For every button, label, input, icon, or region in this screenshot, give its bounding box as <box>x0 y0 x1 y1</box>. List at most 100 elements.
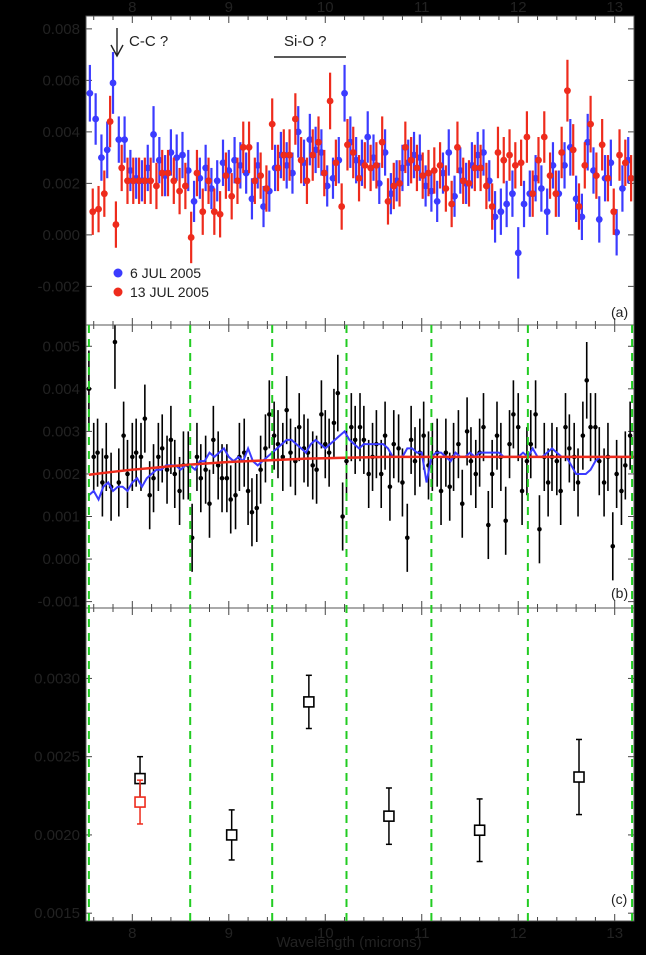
data-point <box>361 437 367 443</box>
data-point <box>517 159 525 167</box>
panel-label-c: (c) <box>611 891 627 907</box>
series-line-red <box>88 455 634 477</box>
data-point <box>309 151 317 159</box>
data-point <box>208 185 215 192</box>
data-point <box>592 172 600 180</box>
data-point <box>228 192 236 200</box>
data-point <box>121 136 128 144</box>
data-point <box>303 177 311 185</box>
data-point <box>159 446 165 451</box>
data-point <box>590 167 597 174</box>
data-point <box>419 172 427 180</box>
data-point <box>481 424 486 430</box>
y-tick-label: 0.0020 <box>34 827 80 844</box>
data-point <box>138 454 144 460</box>
data-point <box>112 221 120 228</box>
data-point <box>95 205 102 213</box>
data-point <box>584 378 590 383</box>
legend: 6 JUL 2005 13 JUL 2005 <box>113 265 209 300</box>
data-point <box>332 159 340 167</box>
data-point <box>115 136 123 144</box>
data-point <box>607 159 615 167</box>
data-point <box>477 164 484 172</box>
data-point <box>289 169 296 177</box>
data-point <box>219 159 227 167</box>
data-point <box>572 195 580 203</box>
data-point <box>213 177 221 185</box>
data-point <box>474 151 482 159</box>
data-point <box>326 450 332 455</box>
data-point <box>514 249 522 257</box>
data-point <box>601 480 607 485</box>
data-point <box>318 149 325 156</box>
data-point <box>222 172 230 180</box>
data-point <box>482 182 490 190</box>
data-point <box>205 177 212 185</box>
data-point <box>537 185 545 192</box>
data-point <box>367 164 375 172</box>
data-point <box>554 458 560 464</box>
data-point <box>382 433 388 438</box>
data-point <box>430 167 438 174</box>
data-point <box>181 182 189 190</box>
data-point <box>167 149 175 156</box>
data-point <box>413 164 421 172</box>
data-point <box>456 441 461 447</box>
data-point <box>480 149 487 156</box>
panel-a: 0.008 0.006 0.004 0.002 0.000 -0.002 <box>37 15 635 326</box>
data-point <box>319 412 324 417</box>
data-point <box>147 177 155 185</box>
data-point <box>396 446 401 451</box>
legend-marker-red <box>113 287 123 297</box>
data-point <box>515 424 521 430</box>
data-point <box>268 120 276 128</box>
plot-area-b <box>86 325 634 581</box>
annotation-sio: Si-O ? <box>274 33 346 58</box>
data-point <box>511 412 516 417</box>
data-point <box>352 437 358 443</box>
data-point <box>519 488 525 494</box>
data-point <box>233 492 238 498</box>
data-point <box>361 161 369 169</box>
y-tick-label: 0.0030 <box>34 670 80 687</box>
data-point <box>254 161 262 169</box>
sio-label: Si-O ? <box>284 33 327 50</box>
data-point <box>561 161 568 169</box>
data-point <box>614 471 619 477</box>
cc-arrow-head <box>110 44 124 58</box>
data-point <box>190 198 198 205</box>
x-tick-label-top: 12 <box>510 0 527 16</box>
data-point <box>433 198 441 205</box>
data-point <box>494 433 500 438</box>
data-point <box>320 169 328 177</box>
data-point <box>329 174 337 182</box>
data-point <box>251 177 259 185</box>
data-point <box>578 213 586 221</box>
data-point <box>187 234 195 241</box>
data-square <box>303 696 315 708</box>
data-point <box>373 161 380 169</box>
data-point <box>384 198 392 205</box>
data-point <box>283 161 291 169</box>
data-point <box>211 437 216 443</box>
data-point <box>558 149 566 156</box>
data-point <box>364 133 372 141</box>
data-point <box>454 143 461 151</box>
data-point <box>370 154 377 162</box>
data-point <box>366 471 371 477</box>
data-point <box>407 156 415 164</box>
data-point <box>158 169 166 177</box>
data-point <box>390 182 398 190</box>
data-square <box>573 771 585 783</box>
data-point <box>254 505 260 511</box>
data-point <box>263 446 268 451</box>
data-point <box>125 471 130 477</box>
data-point <box>106 118 114 125</box>
data-point <box>621 159 629 167</box>
data-point <box>503 518 508 524</box>
data-point <box>129 177 137 185</box>
data-point <box>421 433 426 438</box>
x-axis-label: Wavelength (microns) <box>276 934 421 951</box>
data-point <box>387 190 395 198</box>
data-point <box>427 187 435 195</box>
